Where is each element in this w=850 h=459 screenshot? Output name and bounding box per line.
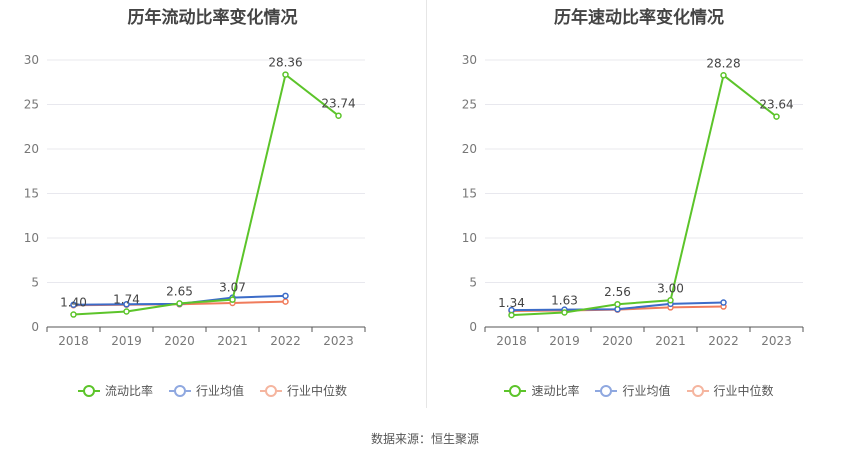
data-point [561,309,568,316]
legend-item-industry-mean[interactable]: 行业均值 [595,382,671,399]
x-tick-label: 2021 [655,334,686,348]
data-point [176,300,183,307]
quick-ratio-chart: 历年速动比率变化情况 0 5 10 15 20 25 30 2018 2019 2020 2021 2… [428,0,850,420]
legend-label: 行业中位数 [287,384,348,398]
data-label: 3.00 [657,281,684,295]
series-line [511,73,778,317]
legend-label: 行业均值 [622,384,671,398]
y-tick-label: 15 [24,187,39,201]
data-label: 28.28 [706,56,740,70]
data-label: 23.74 [321,97,355,111]
chart-legend: 流动比率 行业均值 行业中位数 [0,382,425,399]
legend-label: 速动比率 [531,384,580,398]
data-label: 2.56 [604,285,631,299]
data-point [282,298,289,305]
x-tick-label: 2022 [270,334,301,348]
data-point [123,301,130,308]
data-label: 1.34 [498,296,525,310]
data-label: 1.40 [60,296,87,310]
legend-item-industry-median[interactable]: 行业中位数 [686,382,774,399]
x-tick-label: 2023 [761,334,792,348]
data-label: 2.65 [166,284,193,298]
data-label: 23.64 [759,98,793,112]
current-ratio-chart: 历年流动比率变化情况 0 5 10 15 20 25 30 2018 2019 2020 2021 2… [0,0,425,420]
data-point [70,301,77,308]
legend-label: 行业均值 [195,384,244,398]
x-tick-label: 2019 [549,334,580,348]
x-tick-label: 2022 [708,334,739,348]
data-point [720,299,727,306]
x-tick-label: 2020 [602,334,633,348]
data-label: 1.74 [113,293,140,307]
y-tick-label: 25 [462,98,477,112]
chart-title: 历年速动比率变化情况 [554,8,724,28]
y-tick-label: 0 [31,320,39,334]
x-tick-label: 2021 [217,334,248,348]
legend-label: 行业中位数 [713,384,774,398]
x-tick-label: 2019 [111,334,142,348]
legend-swatch-icon [168,384,191,397]
legend-swatch-icon [595,384,618,397]
legend-item-industry-mean[interactable]: 行业均值 [168,382,244,399]
y-tick-label: 20 [24,142,39,156]
data-point [720,72,727,79]
legend-swatch-icon [504,384,527,397]
data-source-note: 数据来源：恒生聚源 [370,432,479,446]
x-tick-label: 2020 [164,334,195,348]
data-point [614,300,621,308]
y-tick-label: 30 [462,53,477,67]
legend-label: 流动比率 [104,384,153,398]
legend-swatch-icon [686,384,709,397]
legend-swatch-icon [260,384,282,397]
series-line [73,72,340,316]
data-point [282,292,289,300]
data-label: 1.63 [551,293,578,307]
data-point [335,112,342,119]
y-tick-label: 15 [462,187,477,201]
x-tick-label: 2023 [323,334,354,348]
legend-item-industry-median[interactable]: 行业中位数 [260,382,347,399]
data-point [508,311,515,319]
x-tick-label: 2018 [496,334,527,348]
y-tick-label: 25 [24,98,39,112]
y-tick-label: 0 [469,320,477,334]
data-point [229,296,236,303]
chart-legend: 速动比率 行业均值 行业中位数 [428,382,850,399]
legend-item-ratio[interactable]: 流动比率 [77,382,153,399]
data-point [667,297,674,304]
data-point [282,71,289,78]
data-point [123,308,130,315]
y-tick-label: 5 [31,276,39,290]
chart-title: 历年流动比率变化情况 [127,8,298,28]
data-label: 3.07 [219,281,246,295]
y-tick-label: 10 [24,231,39,245]
data-point [773,113,780,120]
panel-divider [426,0,427,408]
chart-plot-area: 0 5 10 15 20 25 30 2018 2019 2020 2021 2022 2023 1.34… [462,53,804,348]
legend-swatch-icon [77,384,100,397]
y-tick-label: 10 [462,231,477,245]
y-tick-label: 20 [462,142,477,156]
y-tick-label: 30 [24,53,39,67]
chart-plot-area: 0 5 10 15 20 25 30 2018 2019 2020 2021 2022 2023 1.40… [24,53,366,348]
data-label: 28.36 [268,56,302,70]
x-tick-label: 2018 [58,334,89,348]
y-tick-label: 5 [469,276,477,290]
legend-item-ratio[interactable]: 速动比率 [504,382,579,399]
data-point [70,311,77,318]
